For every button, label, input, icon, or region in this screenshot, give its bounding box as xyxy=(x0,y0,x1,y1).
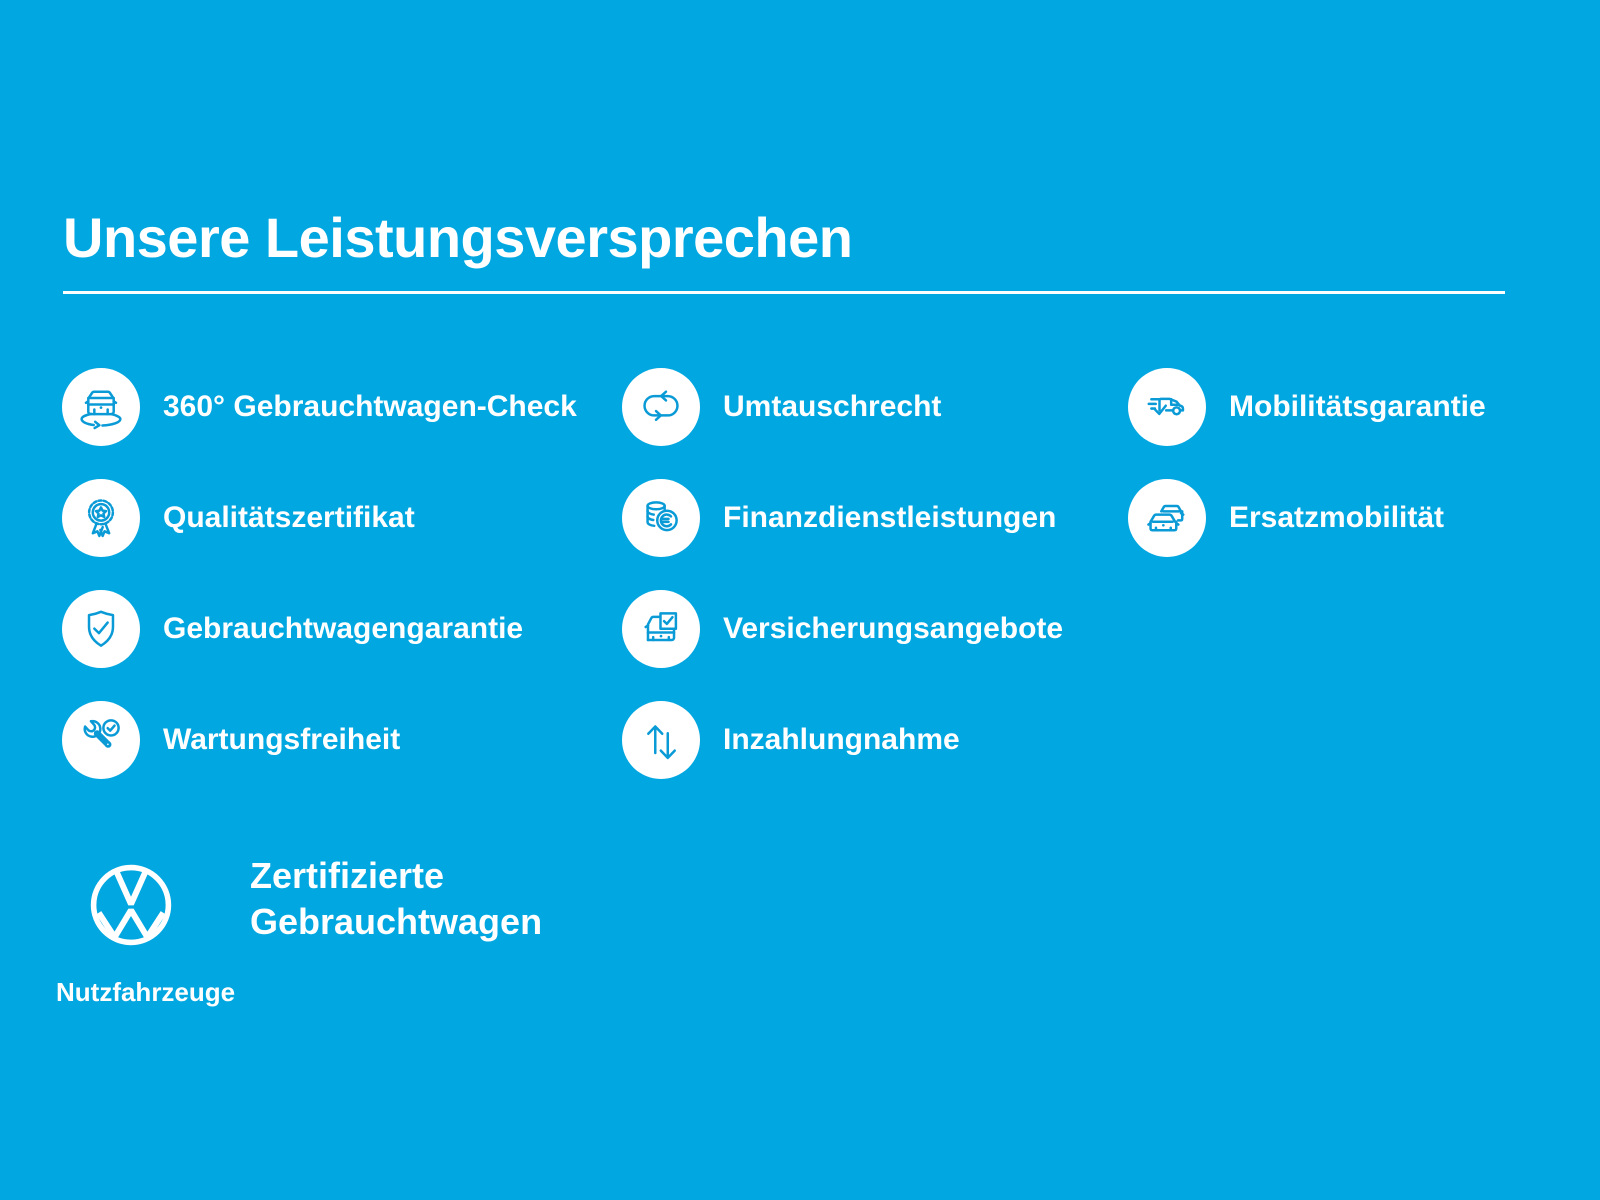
brand-claim-line2: Gebrauchtwagen xyxy=(250,901,543,942)
promise-item: Umtauschrecht xyxy=(622,368,1063,446)
shield-check-icon xyxy=(87,610,115,647)
promise-icon-circle xyxy=(62,368,140,446)
arrows-up-down-icon xyxy=(647,725,676,760)
promise-item: 360° Gebrauchtwagen-Check xyxy=(62,368,577,446)
promise-label: Versicherungsangebote xyxy=(723,612,1064,645)
vw-logo-icon xyxy=(88,862,174,948)
promise-icon-circle xyxy=(62,479,140,557)
promise-item: Finanzdienstleistungen xyxy=(622,479,1063,557)
promise-column-2: Umtauschrecht Finanzdienstleistungen xyxy=(622,368,1063,779)
wrench-check-icon xyxy=(83,719,120,748)
promise-label: Mobilitätsgarantie xyxy=(1229,390,1486,423)
promise-icon-circle xyxy=(622,368,700,446)
promise-item: Qualitätszertifikat xyxy=(62,479,577,557)
promise-icon-circle xyxy=(62,590,140,668)
promise-item: Ersatzmobilität xyxy=(1128,479,1486,557)
promise-icon-circle xyxy=(1128,479,1206,557)
promise-column-1: 360° Gebrauchtwagen-Check Qualitätszerti… xyxy=(62,368,577,779)
promise-icon-circle xyxy=(622,701,700,779)
promise-label: Inzahlungnahme xyxy=(723,723,960,756)
promise-icon-circle xyxy=(622,479,700,557)
promise-label: 360° Gebrauchtwagen-Check xyxy=(163,390,577,423)
promise-label: Ersatzmobilität xyxy=(1229,501,1445,534)
promise-item: Inzahlungnahme xyxy=(622,701,1063,779)
van-360-icon xyxy=(80,390,122,430)
promise-label: Umtauschrecht xyxy=(723,390,942,423)
two-cars-icon xyxy=(1147,504,1185,532)
promise-item: Gebrauchtwagengarantie xyxy=(62,590,577,668)
page-title: Unsere Leistungsversprechen xyxy=(63,206,853,269)
brand-claim: Zertifizierte Gebrauchtwagen xyxy=(250,853,542,945)
logo-caption: Nutzfahrzeuge xyxy=(56,977,236,1007)
swap-loop-arrows-icon xyxy=(643,390,679,422)
promise-icon-circle xyxy=(622,590,700,668)
promise-label: Finanzdienstleistungen xyxy=(723,501,1057,534)
promise-item: Mobilitätsgarantie xyxy=(1128,368,1486,446)
medal-star-icon xyxy=(87,499,115,538)
title-underline xyxy=(63,291,1505,294)
coins-euro-icon xyxy=(646,501,678,532)
promise-icon-circle xyxy=(62,701,140,779)
promise-icon-circle xyxy=(1128,368,1206,446)
fast-van-check-icon xyxy=(1147,397,1185,416)
promise-item: Versicherungsangebote xyxy=(622,590,1063,668)
promise-column-3: Mobilitätsgarantie Ersatzmobilität xyxy=(1128,368,1486,557)
promise-item: Wartungsfreiheit xyxy=(62,701,577,779)
promise-label: Qualitätszertifikat xyxy=(163,501,415,534)
promise-label: Gebrauchtwagengarantie xyxy=(163,612,524,645)
van-checked-document-icon xyxy=(644,612,678,642)
brand-claim-line1: Zertifizierte xyxy=(250,855,445,896)
promise-label: Wartungsfreiheit xyxy=(163,723,401,756)
